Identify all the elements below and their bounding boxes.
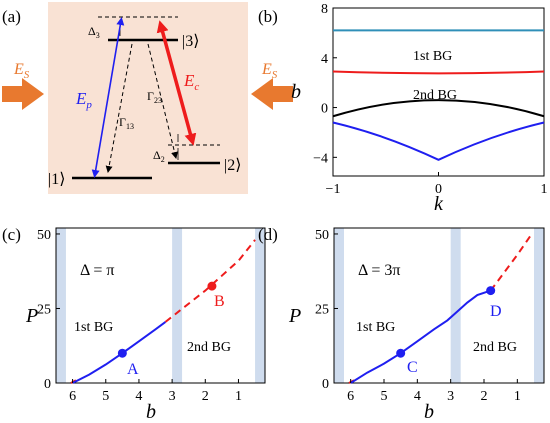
es-right-arrow <box>251 78 293 110</box>
x-tick-label: 6 <box>69 389 76 404</box>
point-a <box>117 348 127 358</box>
ec-label: Ec <box>183 71 199 93</box>
x-tick-label: 0 <box>435 182 442 197</box>
solid-curve <box>350 289 491 384</box>
x-tick-label: 1 <box>514 389 521 404</box>
panel-b-bg2: 2nd BG <box>413 88 457 103</box>
x-tick-label: 6 <box>347 389 354 404</box>
panel-a-label: (a) <box>2 7 21 26</box>
point-b-label: B <box>214 293 225 310</box>
panel-b: (b) −1 0 1 8 4 0 −4 b k 1st BG 2nd BG <box>258 2 548 215</box>
panel-b-ticks: −1 0 1 8 4 0 −4 <box>313 2 547 197</box>
gamma23-arrow <box>147 43 178 159</box>
point-d <box>486 286 496 296</box>
x-tick-label: 4 <box>135 389 142 404</box>
point-c <box>396 348 406 358</box>
gamma13-arrow <box>105 43 133 173</box>
band-line <box>332 121 545 161</box>
ket1-label: |1⟩ <box>48 171 65 188</box>
gamma13-label: Γ13 <box>119 115 134 131</box>
ket2-label: |2⟩ <box>224 157 241 174</box>
point-c-label: C <box>407 359 418 376</box>
panel-b-label: (b) <box>258 7 278 26</box>
panel-c-delta: Δ = π <box>80 262 115 279</box>
panel-c-plot: 6 5 4 3 2 1 0 25 50 <box>37 227 266 404</box>
band-gap-shading <box>450 228 461 383</box>
panel-d-delta: Δ = 3π <box>358 262 401 279</box>
panel-d-bg2: 2nd BG <box>473 340 517 355</box>
gamma23-label: Γ23 <box>147 89 162 105</box>
x-tick-label: 1 <box>541 182 548 197</box>
band-structure-lines <box>332 29 545 161</box>
ket3-label: |3⟩ <box>182 33 199 50</box>
band-gap-shading <box>172 228 183 383</box>
y-tick-label: −4 <box>313 151 328 166</box>
panel-c-xlabel: b <box>146 401 156 423</box>
dashed-curve <box>164 239 256 323</box>
es-right-label: ES <box>261 61 278 81</box>
y-tick-label: 4 <box>321 52 328 67</box>
panel-c-ylabel: P <box>25 305 38 327</box>
band-gap-shading <box>334 228 344 383</box>
x-tick-label: 2 <box>202 389 209 404</box>
band-gap-shading <box>255 228 265 383</box>
band-line <box>332 99 545 118</box>
ec-arrow <box>156 20 197 146</box>
band-line <box>332 70 545 75</box>
x-tick-label: 5 <box>381 389 388 404</box>
x-tick-label: 4 <box>414 389 421 404</box>
y-tick-label: 0 <box>321 102 328 117</box>
panel-d-xlabel: b <box>424 401 434 423</box>
panel-d-label: (d) <box>258 225 278 244</box>
x-tick-label: −1 <box>326 182 341 197</box>
x-tick-label: 5 <box>102 389 109 404</box>
point-a-label: A <box>127 361 139 378</box>
y-tick-label: 0 <box>44 377 51 392</box>
panel-c-bg1: 1st BG <box>74 320 113 335</box>
y-tick-label: 50 <box>315 228 329 243</box>
plot-frame <box>333 227 545 384</box>
point-b <box>207 281 217 291</box>
panel-b-xlabel: k <box>434 193 444 215</box>
x-tick-label: 2 <box>481 389 488 404</box>
panel-d-bg1: 1st BG <box>356 320 395 335</box>
point-d-label: D <box>490 303 502 320</box>
band-gap-shading <box>534 228 544 383</box>
x-tick-label: 3 <box>169 389 176 404</box>
y-tick-label: 25 <box>315 302 329 317</box>
ep-label: Ep <box>75 89 92 111</box>
x-tick-label: 1 <box>235 389 242 404</box>
y-tick-label: 25 <box>37 302 51 317</box>
panel-a: (a) ES ES Ep Ec Γ13 Γ23 Δ3 Δ2 |1⟩ |3⟩ |2… <box>2 2 293 194</box>
plot-frame <box>55 227 266 384</box>
y-tick-label: 50 <box>37 228 51 243</box>
panel-b-bg1: 1st BG <box>413 49 452 64</box>
panel-d-plot: 6 5 4 3 2 1 0 25 50 <box>315 227 545 404</box>
y-tick-label: 0 <box>322 377 329 392</box>
panel-d: (d) 6 5 4 3 2 1 0 25 50 Δ = 3π 1st BG 2nd BG P b… <box>258 225 545 423</box>
panel-b-ylabel: b <box>291 81 301 103</box>
panel-c-label: (c) <box>2 225 21 244</box>
band-gap-shading <box>56 228 66 383</box>
delta2-label: Δ2 <box>153 148 165 164</box>
es-left-arrow <box>2 78 44 110</box>
delta3-label: Δ3 <box>88 24 100 40</box>
panel-c-bg2: 2nd BG <box>187 340 231 355</box>
dashed-curve <box>489 234 532 292</box>
es-left-label: ES <box>13 61 30 81</box>
panel-d-ylabel: P <box>288 305 301 327</box>
y-tick-label: 8 <box>321 2 328 17</box>
x-tick-label: 3 <box>447 389 454 404</box>
ep-arrow <box>91 17 125 178</box>
